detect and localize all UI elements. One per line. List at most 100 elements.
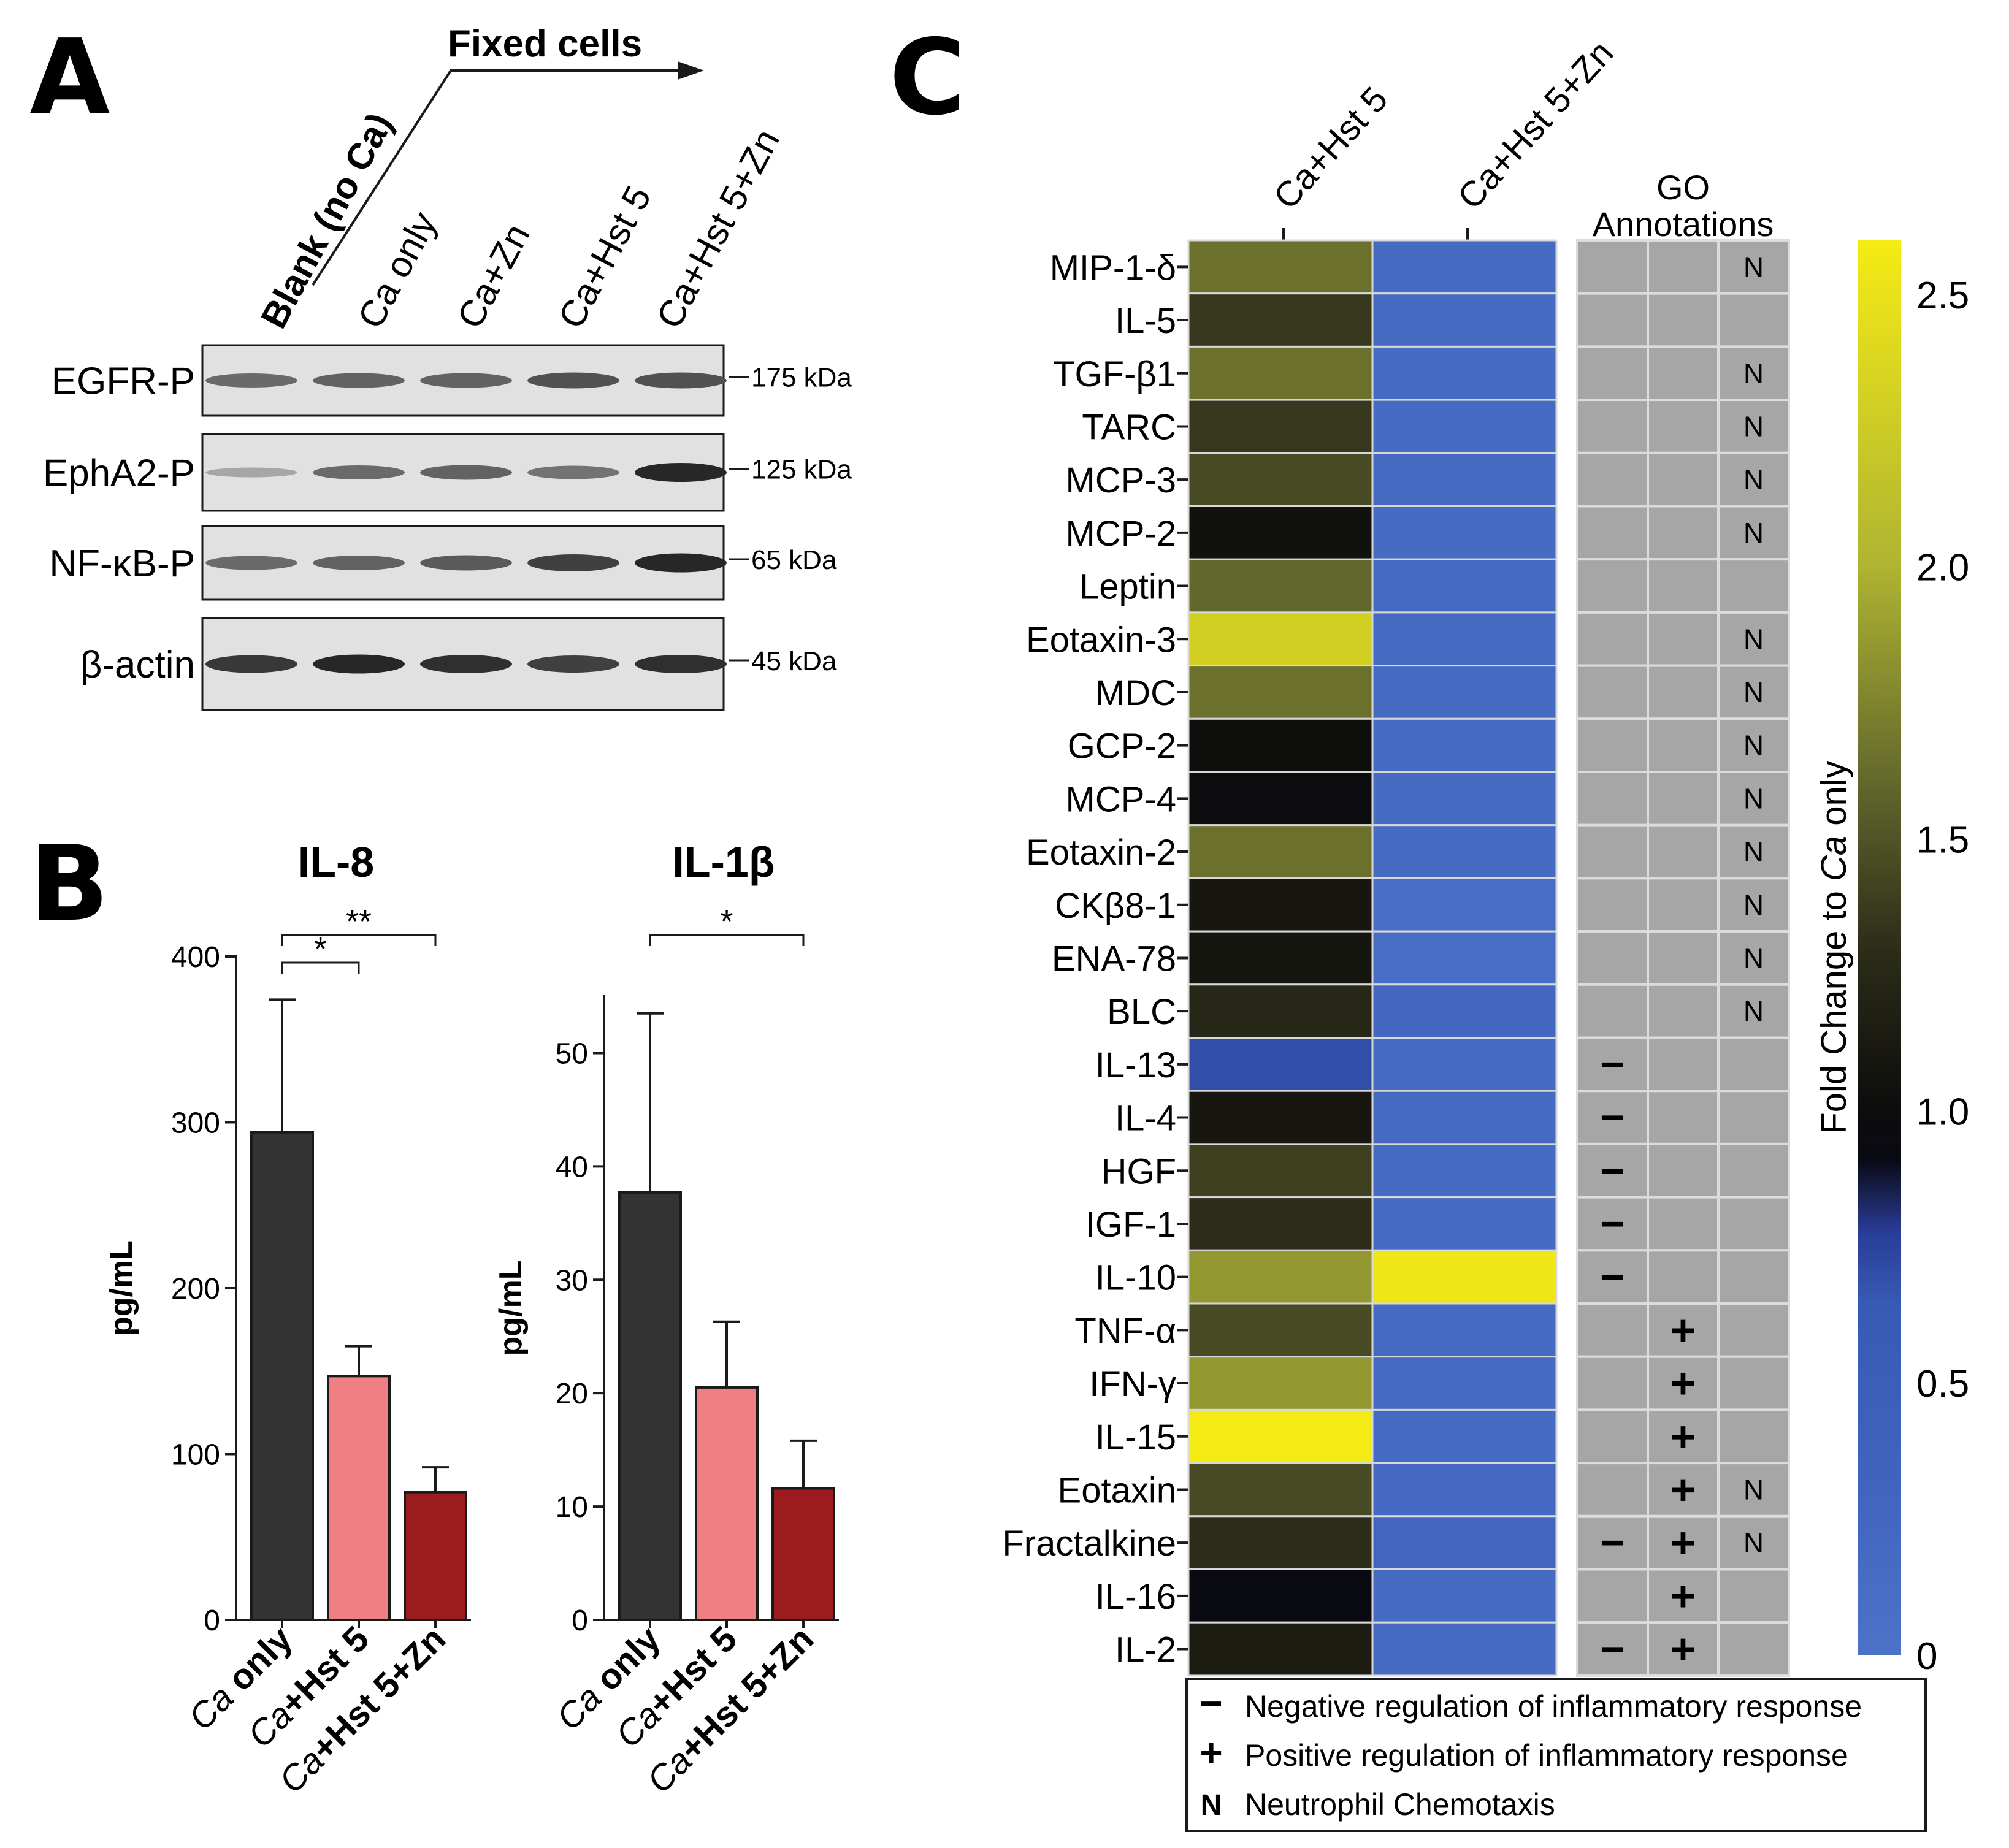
marker-label: 125 kDa — [751, 455, 852, 485]
lane-labels: Blank (no Ca)Ca only Ca+Zn Ca+Hst 5Ca+Hst … — [253, 106, 787, 335]
heatmap-cell — [1187, 1143, 1374, 1199]
heatmap-cell — [1371, 665, 1558, 720]
row-label: Fractalkine — [1002, 1524, 1176, 1564]
go-cell — [1647, 930, 1720, 986]
blot-band — [527, 465, 619, 479]
go-annotations-title: GO Annotations — [1593, 168, 1774, 243]
colorbar-tick-label: 0.5 — [1916, 1363, 1969, 1405]
go-cell — [1576, 877, 1649, 933]
bar — [771, 1487, 835, 1621]
bar — [618, 1191, 682, 1621]
go-symbol: N — [1743, 410, 1764, 442]
row-label: MCP-3 — [1066, 460, 1176, 500]
go-cell — [1647, 1196, 1720, 1252]
y-axis-label: pg/mL — [493, 1261, 529, 1356]
blot-band — [205, 467, 297, 478]
heatmap-cell — [1371, 1143, 1558, 1199]
heatmap-cell — [1187, 1356, 1374, 1411]
legend-text: Neutrophil Chemotaxis — [1245, 1787, 1555, 1822]
significance-bracket — [649, 934, 805, 946]
row-label: MCP-4 — [1066, 779, 1176, 819]
go-cell — [1717, 877, 1790, 933]
fixed-cells-arrow-line — [312, 69, 687, 286]
heatmap-cell — [1187, 1249, 1374, 1305]
go-cell — [1576, 717, 1649, 774]
heatmap-cell — [1371, 1462, 1558, 1518]
chart-title: IL-1β — [672, 838, 775, 886]
heatmap-cell — [1371, 1249, 1558, 1305]
go-cell — [1717, 717, 1790, 774]
go-cell — [1647, 505, 1720, 561]
go-symbol: N — [1743, 1527, 1764, 1559]
heatmap-cell — [1371, 717, 1558, 773]
go-cell — [1576, 930, 1649, 986]
go-cell — [1647, 771, 1720, 827]
heatmap-cell — [1371, 239, 1558, 295]
go-cell — [1576, 1462, 1649, 1518]
significance-bracket — [281, 961, 360, 974]
go-cell — [1717, 451, 1790, 508]
go-symbol: N — [1743, 1473, 1764, 1505]
y-tick-label: 200 — [171, 1273, 220, 1305]
y-tick-label: 300 — [171, 1107, 220, 1140]
heatmap-cell — [1187, 1568, 1374, 1624]
heatmap-cell — [1187, 292, 1374, 348]
row-label: Eotaxin-2 — [1026, 833, 1176, 872]
row-label: Eotaxin-3 — [1026, 620, 1176, 660]
go-cell — [1647, 1568, 1720, 1624]
panel-letter-b: B — [29, 823, 109, 945]
heatmap-cell — [1371, 824, 1558, 879]
go-cell — [1647, 823, 1720, 880]
blot-band — [420, 555, 512, 571]
fixed-cells-label: Fixed cells — [448, 23, 642, 65]
go-cell — [1717, 558, 1790, 614]
go-cell — [1647, 345, 1720, 402]
lane-label: Ca only — [350, 205, 445, 335]
go-cell — [1576, 664, 1649, 720]
heatmap-cell — [1187, 1090, 1374, 1145]
marker-label: 45 kDa — [751, 646, 837, 676]
row-label: MCP-2 — [1066, 514, 1176, 554]
row-label: TNF-α — [1074, 1311, 1176, 1351]
heatmap-cell — [1371, 983, 1558, 1039]
heatmap-cell — [1187, 345, 1374, 401]
blot-band — [635, 372, 727, 389]
go-cell — [1717, 1568, 1790, 1624]
blot-band — [527, 554, 619, 571]
go-cell — [1717, 1355, 1790, 1411]
y-axis-label: pg/mL — [104, 1240, 139, 1336]
heatmap-cell — [1371, 1196, 1558, 1251]
go-cell — [1717, 611, 1790, 667]
heatmap-cell — [1187, 1196, 1374, 1251]
go-cell — [1717, 1036, 1790, 1093]
blot-label: EphA2-P — [43, 452, 195, 495]
row-label: HGF — [1101, 1151, 1176, 1191]
go-cell — [1576, 239, 1649, 295]
heatmap-cell — [1371, 1408, 1558, 1464]
y-tick-label: 30 — [556, 1264, 588, 1297]
blot-band — [420, 465, 512, 480]
panel-letter-c: C — [889, 17, 966, 139]
go-cell — [1717, 983, 1790, 1039]
row-label: ENA-78 — [1052, 939, 1176, 979]
blot-band — [205, 655, 297, 673]
heatmap-cell — [1187, 505, 1374, 560]
heatmap-cell — [1187, 665, 1374, 720]
heatmap-cell — [1187, 1408, 1374, 1464]
row-label: IL-15 — [1095, 1418, 1176, 1457]
blot-band — [313, 654, 405, 674]
go-symbol: N — [1743, 730, 1764, 762]
go-cell — [1717, 1302, 1790, 1358]
go-symbol: − — [1600, 1094, 1625, 1142]
go-cell — [1576, 611, 1649, 667]
go-symbol: + — [1670, 1625, 1696, 1673]
go-cell — [1717, 1621, 1790, 1677]
bar — [404, 1491, 467, 1622]
go-cell — [1576, 823, 1649, 880]
colorbar — [1858, 240, 1901, 1655]
blot-band — [635, 553, 727, 573]
go-symbol: N — [1743, 623, 1764, 655]
row-label: MDC — [1095, 673, 1176, 713]
y-tick-label: 0 — [204, 1605, 220, 1637]
chart-title: IL-8 — [298, 838, 374, 886]
